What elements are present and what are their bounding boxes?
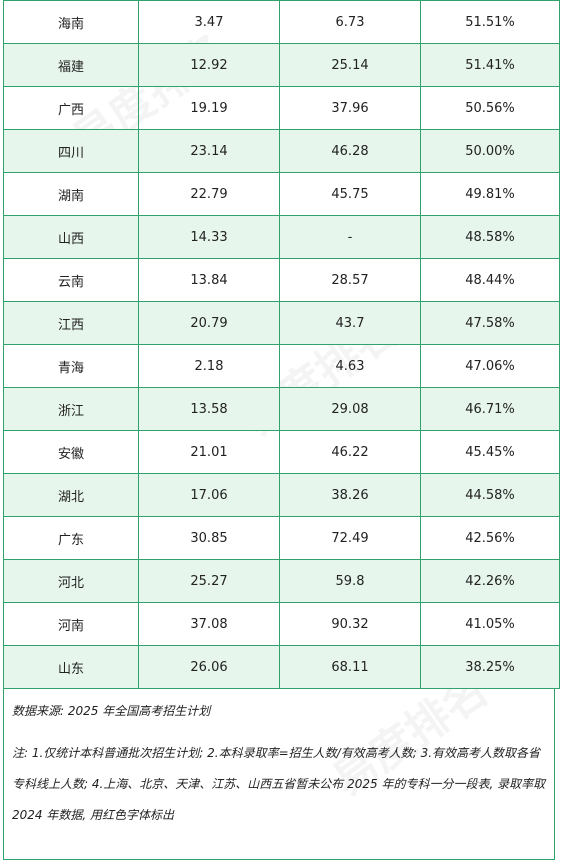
value-cell-b: 90.32 xyxy=(279,602,421,646)
value-cell-b: 38.26 xyxy=(279,473,421,517)
rate-cell: 47.06% xyxy=(420,344,560,388)
table-row: 山东 26.06 68.11 38.25% xyxy=(3,645,560,689)
table-row: 浙江 13.58 29.08 46.71% xyxy=(3,387,560,431)
value-cell-a: 2.18 xyxy=(138,344,280,388)
province-cell: 海南 xyxy=(3,0,139,44)
table-row: 河南 37.08 90.32 41.05% xyxy=(3,602,560,646)
rate-cell: 49.81% xyxy=(420,172,560,216)
value-cell-b: 28.57 xyxy=(279,258,421,302)
table-row: 广西 19.19 37.96 50.56% xyxy=(3,86,560,130)
value-cell-a: 23.14 xyxy=(138,129,280,173)
table-body: 海南 3.47 6.73 51.51% 福建 12.92 25.14 51.41% 广西 19.1… xyxy=(3,0,560,689)
province-cell: 安徽 xyxy=(3,430,139,474)
table-row: 湖南 22.79 45.75 49.81% xyxy=(3,172,560,216)
province-cell: 湖南 xyxy=(3,172,139,216)
value-cell-b: 46.28 xyxy=(279,129,421,173)
value-cell-a: 19.19 xyxy=(138,86,280,130)
value-cell-b: - xyxy=(279,215,421,259)
admission-rate-table: 海南 3.47 6.73 51.51% 福建 12.92 25.14 51.41% 广西 19.1… xyxy=(3,0,560,689)
province-cell: 江西 xyxy=(3,301,139,345)
province-cell: 浙江 xyxy=(3,387,139,431)
value-cell-b: 59.8 xyxy=(279,559,421,603)
rate-cell: 42.56% xyxy=(420,516,560,560)
notes-section: 数据来源: 2025 年全国高考招生计划 注: 1.仅统计本科普通批次招生计划;… xyxy=(3,688,555,860)
value-cell-a: 20.79 xyxy=(138,301,280,345)
value-cell-a: 12.92 xyxy=(138,43,280,87)
remark-note: 注: 1.仅统计本科普通批次招生计划; 2.本科录取率=招生人数/有效高考人数;… xyxy=(12,746,546,822)
province-cell: 青海 xyxy=(3,344,139,388)
province-cell: 湖北 xyxy=(3,473,139,517)
value-cell-a: 21.01 xyxy=(138,430,280,474)
rate-cell: 51.51% xyxy=(420,0,560,44)
table-row: 福建 12.92 25.14 51.41% xyxy=(3,43,560,87)
rate-cell: 38.25% xyxy=(420,645,560,689)
value-cell-b: 72.49 xyxy=(279,516,421,560)
rate-cell: 50.00% xyxy=(420,129,560,173)
value-cell-b: 25.14 xyxy=(279,43,421,87)
rate-cell: 47.58% xyxy=(420,301,560,345)
table-row: 山西 14.33-48.58% xyxy=(3,215,560,259)
province-cell: 四川 xyxy=(3,129,139,173)
rate-cell: 46.71% xyxy=(420,387,560,431)
value-cell-a: 22.79 xyxy=(138,172,280,216)
rate-cell: 50.56% xyxy=(420,86,560,130)
value-cell-a: 30.85 xyxy=(138,516,280,560)
value-cell-b: 43.7 xyxy=(279,301,421,345)
value-cell-b: 6.73 xyxy=(279,0,421,44)
rate-cell: 45.45% xyxy=(420,430,560,474)
table-row: 青海 2.18 4.63 47.06% xyxy=(3,344,560,388)
value-cell-a: 25.27 xyxy=(138,559,280,603)
value-cell-b: 4.63 xyxy=(279,344,421,388)
value-cell-b: 29.08 xyxy=(279,387,421,431)
value-cell-b: 37.96 xyxy=(279,86,421,130)
rate-cell: 48.58% xyxy=(420,215,560,259)
table-row: 江西 20.79 43.7 47.58% xyxy=(3,301,560,345)
province-cell: 广西 xyxy=(3,86,139,130)
rate-cell: 48.44% xyxy=(420,258,560,302)
table-row: 四川 23.14 46.28 50.00% xyxy=(3,129,560,173)
table-row: 湖北 17.06 38.26 44.58% xyxy=(3,473,560,517)
value-cell-a: 13.58 xyxy=(138,387,280,431)
admission-rate-table-container: 海南 3.47 6.73 51.51% 福建 12.92 25.14 51.41% 广西 19.1… xyxy=(3,0,560,689)
rate-cell: 51.41% xyxy=(420,43,560,87)
value-cell-b: 46.22 xyxy=(279,430,421,474)
province-cell: 河南 xyxy=(3,602,139,646)
table-row: 安徽 21.01 46.22 45.45% xyxy=(3,430,560,474)
value-cell-a: 37.08 xyxy=(138,602,280,646)
table-row: 广东 30.85 72.49 42.56% xyxy=(3,516,560,560)
province-cell: 山东 xyxy=(3,645,139,689)
value-cell-a: 17.06 xyxy=(138,473,280,517)
province-cell: 山西 xyxy=(3,215,139,259)
rate-cell: 42.26% xyxy=(420,559,560,603)
province-cell: 福建 xyxy=(3,43,139,87)
province-cell: 河北 xyxy=(3,559,139,603)
value-cell-b: 45.75 xyxy=(279,172,421,216)
table-row: 云南 13.84 28.57 48.44% xyxy=(3,258,560,302)
rate-cell: 41.05% xyxy=(420,602,560,646)
table-row: 河北 25.27 59.8 42.26% xyxy=(3,559,560,603)
data-source-note: 数据来源: 2025 年全国高考招生计划 xyxy=(12,704,211,718)
value-cell-b: 68.11 xyxy=(279,645,421,689)
value-cell-a: 14.33 xyxy=(138,215,280,259)
province-cell: 广东 xyxy=(3,516,139,560)
province-cell: 云南 xyxy=(3,258,139,302)
value-cell-a: 13.84 xyxy=(138,258,280,302)
table-row: 海南 3.47 6.73 51.51% xyxy=(3,0,560,44)
value-cell-a: 26.06 xyxy=(138,645,280,689)
rate-cell: 44.58% xyxy=(420,473,560,517)
value-cell-a: 3.47 xyxy=(138,0,280,44)
